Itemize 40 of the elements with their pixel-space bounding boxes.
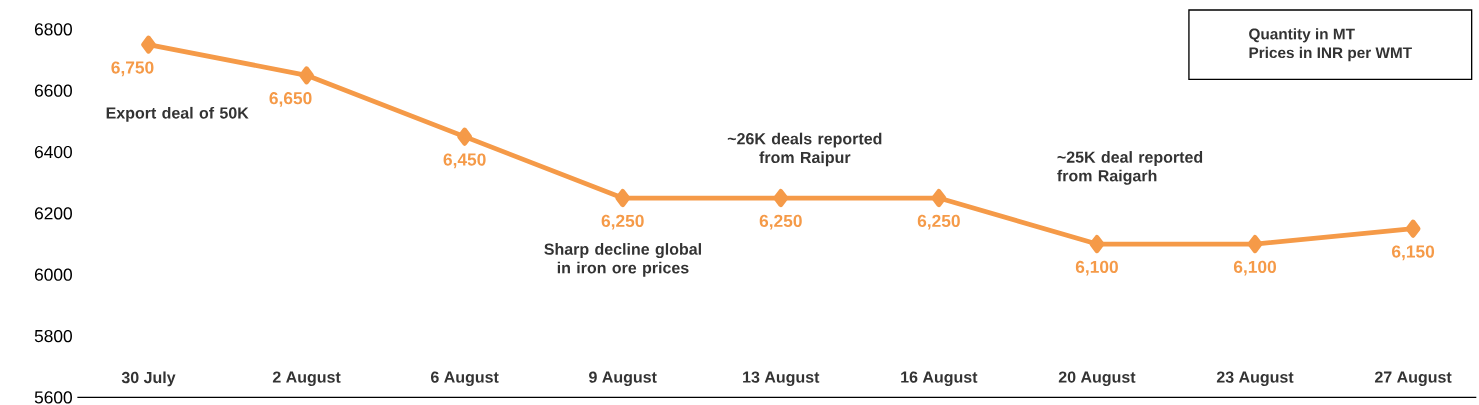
point [141, 35, 156, 54]
point [1405, 219, 1421, 238]
y-tick-label: 6000 [34, 268, 72, 281]
point [615, 188, 631, 207]
y-tick-label: 6800 [34, 22, 72, 36]
point [773, 188, 789, 207]
annotation: ~26K deals reported from Raipur [727, 132, 882, 167]
data-label: 6,250 [601, 214, 644, 230]
annotation: Quantity in MT [1249, 27, 1355, 43]
point [457, 127, 473, 146]
point [1247, 234, 1263, 253]
x-tick-label: 2 August [272, 371, 341, 386]
x-tick-label: 23 August [1216, 371, 1294, 386]
x-tick-label: 13 August [743, 371, 820, 386]
x-tick-label: 6 August [431, 371, 499, 386]
data-label: 6,100 [1233, 260, 1276, 276]
data-label: 6,650 [269, 91, 312, 107]
x-tick-label: 16 August [901, 371, 978, 386]
data-label: 6,250 [917, 214, 960, 230]
y-tick-label: 6200 [34, 207, 72, 220]
data-label: 6,450 [443, 153, 486, 168]
annotation: Sharp decline global in iron ore prices [544, 242, 701, 277]
annotation: ~25K deal reported from Raigarh [1057, 150, 1203, 185]
annotation: Prices in INR per WMT [1249, 46, 1412, 61]
data-label: 6,250 [759, 214, 802, 230]
annotation: Export deal of 50K [106, 106, 249, 122]
y-tick-label: 6600 [34, 84, 72, 97]
y-tick-label: 5600 [34, 391, 72, 404]
x-tick-label: 27 August [1374, 371, 1452, 386]
y-tick-label: 5800 [34, 329, 72, 342]
point [1089, 234, 1105, 253]
point [931, 188, 947, 207]
data-label: 6,750 [111, 61, 154, 76]
data-label: 6,100 [1075, 260, 1118, 276]
x-tick-label: 30 July [121, 371, 176, 387]
x-tick-label: 9 August [589, 371, 657, 386]
x-tick-label: 20 August [1058, 371, 1136, 386]
y-tick-label: 6400 [34, 145, 72, 158]
data-label: 6,150 [1392, 245, 1435, 260]
point [299, 66, 314, 85]
